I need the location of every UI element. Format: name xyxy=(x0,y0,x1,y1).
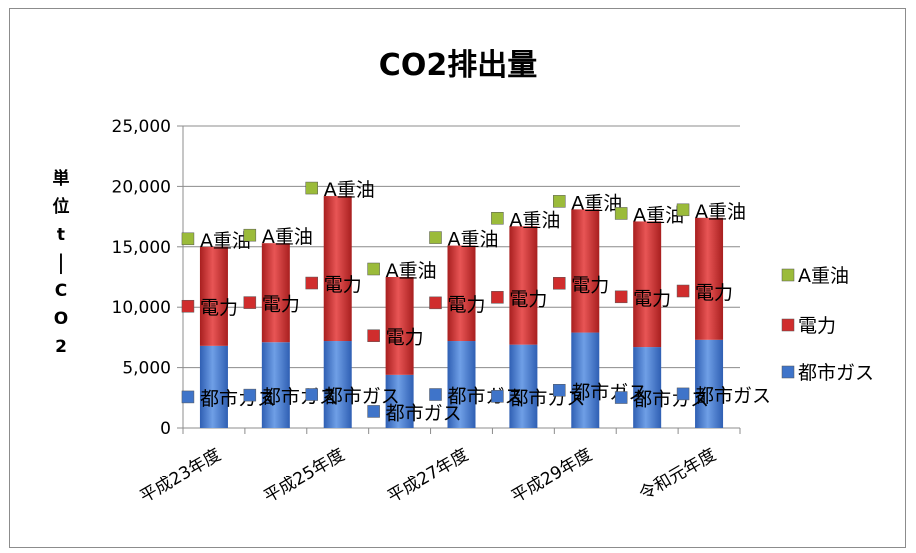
data-label-電力: 電力 xyxy=(633,288,671,310)
marker-電力 xyxy=(676,284,690,298)
x-tick-label: 平成29年度 xyxy=(508,445,596,507)
data-label-都市ガス: 都市ガス xyxy=(262,386,338,408)
marker-都市ガス xyxy=(429,388,442,401)
marker-都市ガス xyxy=(181,390,195,404)
bar-都市ガス xyxy=(695,339,724,428)
marker-A重油 xyxy=(367,262,380,276)
bar-都市ガス xyxy=(261,342,290,428)
data-label-A重油: A重油 xyxy=(324,179,375,201)
marker-電力 xyxy=(305,276,318,290)
marker-電力 xyxy=(243,296,257,309)
marker-電力 xyxy=(181,299,195,313)
data-label-電力: 電力 xyxy=(695,282,733,304)
x-tick-label: 平成27年度 xyxy=(384,445,472,507)
bar-電力 xyxy=(695,217,724,340)
y-axis-label-char: 2 xyxy=(55,337,67,357)
legend-label: 電力 xyxy=(798,315,836,337)
marker-都市ガス xyxy=(243,388,257,402)
bar-都市ガス xyxy=(633,347,662,428)
bar-都市ガス xyxy=(323,341,352,428)
y-axis-label-char: | xyxy=(57,251,65,275)
marker-都市ガス xyxy=(676,387,690,401)
marker-電力 xyxy=(367,329,380,342)
bar-都市ガス xyxy=(447,341,476,428)
y-axis-label-char: O xyxy=(53,309,69,329)
data-label-A重油: A重油 xyxy=(448,229,499,251)
marker-A重油 xyxy=(181,232,195,246)
data-label-電力: 電力 xyxy=(324,274,362,296)
data-label-電力: 電力 xyxy=(571,274,609,296)
data-label-A重油: A重油 xyxy=(571,192,622,214)
y-tick-label: 10,000 xyxy=(112,298,171,318)
data-label-電力: 電力 xyxy=(262,294,300,316)
data-label-都市ガス: 都市ガス xyxy=(200,388,276,410)
y-tick-label: 25,000 xyxy=(112,117,171,137)
x-tick-label: 令和元年度 xyxy=(636,445,720,505)
x-tick-label: 平成25年度 xyxy=(261,445,349,507)
bar-電力 xyxy=(633,221,662,348)
legend-swatch xyxy=(781,268,795,282)
marker-A重油 xyxy=(429,231,442,244)
bar-都市ガス xyxy=(571,332,600,428)
marker-A重油 xyxy=(676,203,690,217)
y-axis-label-char: 単 xyxy=(52,169,70,189)
data-label-電力: 電力 xyxy=(448,294,486,316)
legend-label: A重油 xyxy=(798,265,849,287)
data-label-電力: 電力 xyxy=(200,297,238,319)
y-axis-label-char: C xyxy=(54,281,68,301)
marker-A重油 xyxy=(614,207,628,220)
data-label-A重油: A重油 xyxy=(262,226,313,248)
marker-A重油 xyxy=(305,181,318,195)
marker-電力 xyxy=(553,277,566,290)
bar-電力 xyxy=(261,243,290,343)
marker-電力 xyxy=(491,291,504,304)
bar-都市ガス xyxy=(385,374,414,428)
bar-都市ガス xyxy=(199,345,228,428)
legend-swatch xyxy=(781,365,795,379)
legend-swatch xyxy=(781,318,795,332)
data-label-A重油: A重油 xyxy=(633,204,684,226)
bar-電力 xyxy=(199,246,228,346)
marker-都市ガス xyxy=(367,405,380,418)
data-label-都市ガス: 都市ガス xyxy=(386,402,462,424)
chart-title: CO2排出量 xyxy=(378,48,538,83)
y-tick-label: 5,000 xyxy=(122,359,171,379)
marker-電力 xyxy=(429,296,442,310)
legend-label: 都市ガス xyxy=(798,362,874,384)
data-label-A重油: A重油 xyxy=(200,230,251,252)
bar-電力 xyxy=(571,209,600,333)
marker-A重油 xyxy=(553,195,566,208)
marker-A重油 xyxy=(491,212,504,225)
data-label-都市ガス: 都市ガス xyxy=(633,389,709,411)
data-label-A重油: A重油 xyxy=(509,209,560,231)
marker-都市ガス xyxy=(305,388,318,401)
bar-電力 xyxy=(509,226,538,345)
marker-都市ガス xyxy=(491,390,504,403)
marker-都市ガス xyxy=(614,391,628,404)
data-label-A重油: A重油 xyxy=(695,201,746,223)
y-tick-label: 15,000 xyxy=(112,238,171,258)
y-axis-label-char: t xyxy=(56,225,66,245)
marker-電力 xyxy=(614,290,628,304)
y-axis-label: 単位 t | C O 2 xyxy=(46,165,76,361)
marker-A重油 xyxy=(243,228,257,242)
data-label-電力: 電力 xyxy=(509,288,547,310)
bar-電力 xyxy=(323,196,352,342)
data-label-都市ガス: 都市ガス xyxy=(324,386,400,408)
marker-都市ガス xyxy=(553,384,566,397)
data-label-都市ガス: 都市ガス xyxy=(571,381,647,403)
data-label-都市ガス: 都市ガス xyxy=(509,387,585,409)
data-label-電力: 電力 xyxy=(386,327,424,349)
y-tick-label: 20,000 xyxy=(112,177,171,197)
bar-電力 xyxy=(447,245,476,342)
x-tick-label: 平成23年度 xyxy=(137,445,225,507)
y-axis-label-char: 位 xyxy=(52,197,70,217)
y-tick-label: 0 xyxy=(160,419,171,439)
data-label-A重油: A重油 xyxy=(386,260,437,282)
bar-都市ガス xyxy=(509,344,538,428)
data-label-都市ガス: 都市ガス xyxy=(695,385,771,407)
bar-電力 xyxy=(385,277,414,375)
data-label-都市ガス: 都市ガス xyxy=(448,386,524,408)
